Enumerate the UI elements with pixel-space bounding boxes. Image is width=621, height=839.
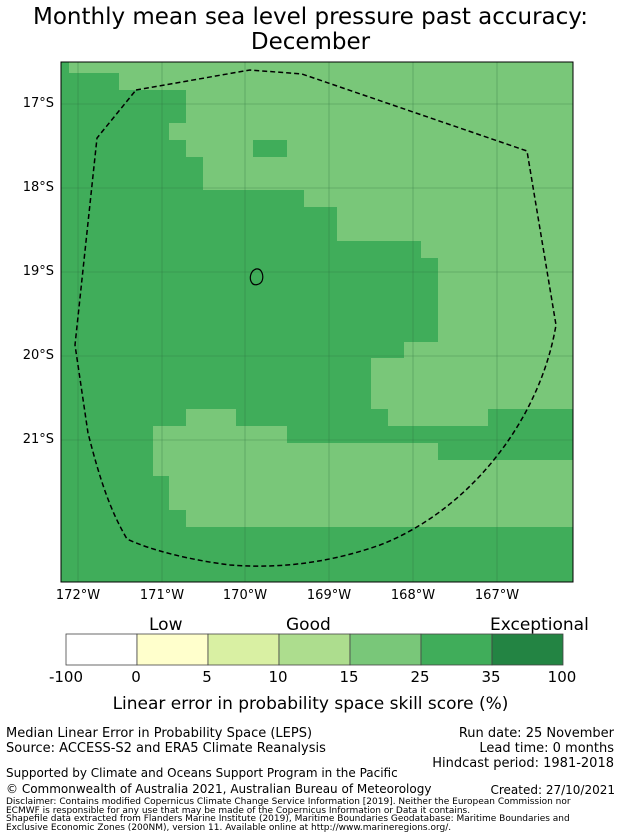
skill-grid — [61, 62, 573, 582]
lon-label-171w: 171°W — [139, 588, 185, 603]
legend-colorbar — [65, 633, 564, 666]
lat-label-19s: 19°S — [22, 264, 54, 279]
legend-tick: 25 — [410, 668, 430, 686]
chart-title-line1: Monthly mean sea level pressure past acc… — [33, 4, 588, 30]
legend-bin — [349, 633, 422, 666]
footer-source: Source: ACCESS-S2 and ERA5 Climate Reana… — [6, 741, 326, 756]
skill-map — [60, 61, 574, 583]
footer-lead-time: Lead time: 0 months — [479, 741, 614, 756]
lon-label-172w: 172°W — [55, 588, 101, 603]
footer-support: Supported by Climate and Oceans Support … — [6, 766, 398, 780]
skill-cell-dark-island — [253, 140, 287, 157]
footer-copyright: © Commonwealth of Australia 2021, Austra… — [6, 782, 432, 796]
legend-tick: 5 — [202, 668, 212, 686]
legend-bin — [491, 633, 564, 666]
footer-shapefile-line1: Shapefile data extracted from Flanders M… — [6, 814, 570, 824]
legend-tick: 10 — [268, 668, 288, 686]
graticule — [61, 62, 573, 582]
footer-hindcast: Hindcast period: 1981-2018 — [432, 756, 614, 771]
lat-label-21s: 21°S — [22, 432, 54, 447]
legend-bin — [207, 633, 280, 666]
legend-tick: 0 — [131, 668, 141, 686]
legend-category-exceptional: Exceptional — [490, 615, 589, 635]
legend-category-low: Low — [149, 615, 183, 635]
lon-label-167w: 167°W — [474, 588, 520, 603]
lon-label-169w: 169°W — [306, 588, 352, 603]
legend-axis-title: Linear error in probability space skill … — [112, 694, 509, 714]
legend-bin — [65, 633, 138, 666]
legend-bin — [278, 633, 351, 666]
chart-title-line2: December — [250, 29, 371, 55]
lon-label-170w: 170°W — [222, 588, 268, 603]
footer-method: Median Linear Error in Probability Space… — [6, 726, 313, 741]
footer-shapefile-line2: Exclusive Economic Zones (200NM), versio… — [6, 823, 452, 833]
legend-category-good: Good — [286, 615, 331, 635]
eez-boundary — [74, 69, 557, 567]
footer-run-date: Run date: 25 November — [458, 726, 614, 741]
legend-tick: -100 — [48, 668, 84, 686]
legend-bin — [420, 633, 493, 666]
lat-label-20s: 20°S — [22, 348, 54, 363]
map-frame — [60, 61, 574, 583]
legend-bin — [136, 633, 209, 666]
skill-region-dark-west — [61, 62, 573, 582]
legend-tick: 100 — [547, 668, 577, 686]
footer-disclaimer-line1: Disclaimer: Contains modified Copernicus… — [6, 797, 571, 807]
niue-island — [249, 268, 264, 286]
footer-disclaimer-line2: ECMWF is responsible for any use that ma… — [6, 806, 471, 816]
footer-created: Created: 27/10/2021 — [490, 783, 615, 797]
lat-label-17s: 17°S — [22, 96, 54, 111]
lat-label-18s: 18°S — [22, 180, 54, 195]
lon-label-168w: 168°W — [390, 588, 436, 603]
legend-tick: 15 — [339, 668, 359, 686]
legend-tick: 35 — [481, 668, 501, 686]
